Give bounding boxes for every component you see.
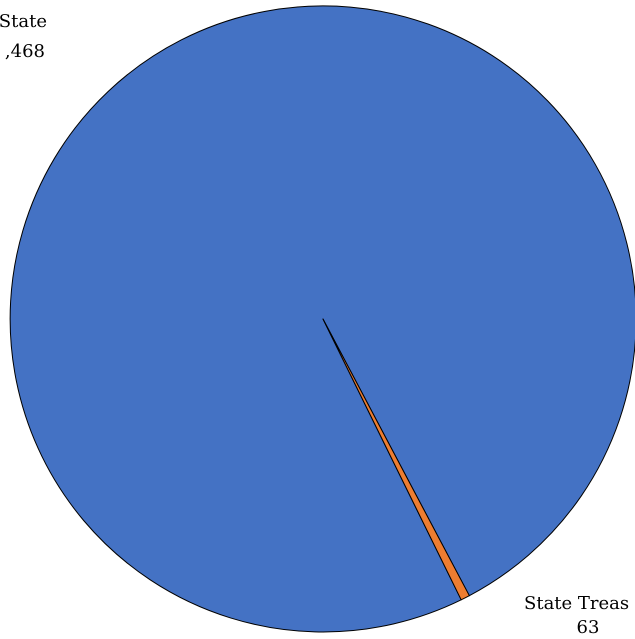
data-label-value-0: ,468 bbox=[5, 41, 45, 62]
pie-slice-1 bbox=[322, 318, 470, 601]
pie-slices bbox=[9, 5, 635, 633]
data-label-value-1: 63 bbox=[577, 617, 600, 634]
pie-data-labels: al State ,468 State Treas 63 bbox=[0, 11, 629, 638]
data-label-name-1: State Treas bbox=[524, 593, 629, 614]
data-label-name-0: al State bbox=[0, 11, 47, 32]
